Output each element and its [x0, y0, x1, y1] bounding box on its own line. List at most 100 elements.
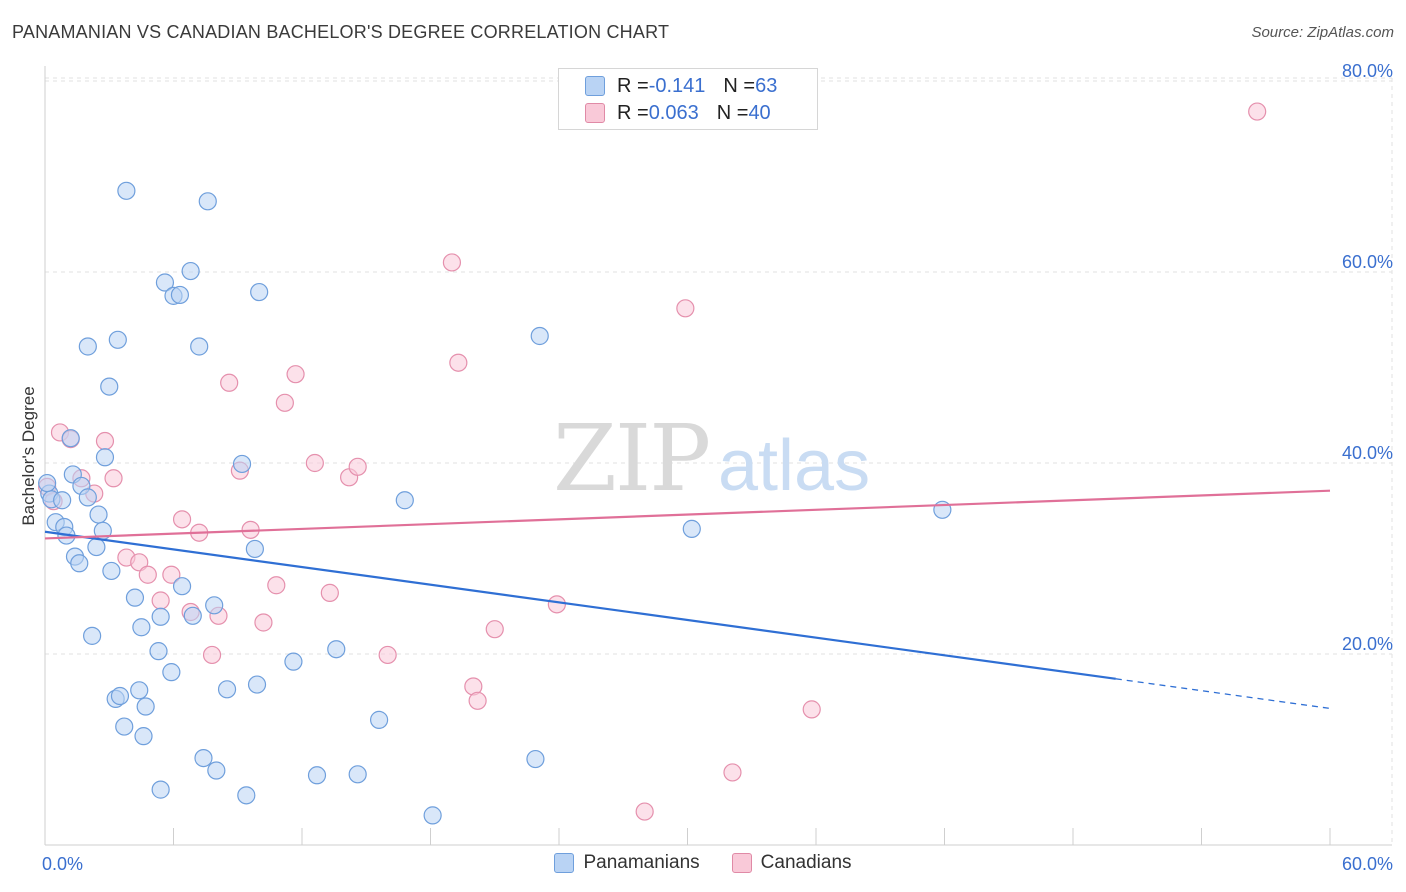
watermark-zip: ZIP [553, 405, 709, 512]
panamanians-point [183, 606, 202, 625]
legend-label: Panamanians [583, 852, 700, 873]
panamanians-point [149, 642, 168, 661]
panamanians-point [78, 488, 97, 507]
legend-item-canadians[interactable]: Canadians [731, 852, 852, 874]
panamanians-swatch [585, 76, 605, 96]
canadians-point [676, 299, 695, 318]
canadians-point [162, 565, 181, 584]
panamanians-point [198, 192, 217, 211]
panamanians-point [61, 429, 80, 448]
canadians-point [305, 453, 324, 473]
canadians-point [275, 393, 294, 412]
panamanians-point [78, 337, 97, 356]
canadians-point [378, 645, 397, 665]
panamanians-point [250, 282, 269, 302]
canadians-point [468, 691, 487, 710]
canadians-point [104, 469, 123, 488]
canadians-point [138, 565, 157, 584]
canadians-point [1248, 102, 1267, 121]
panamanians-point [194, 748, 213, 768]
panamanians-swatch [554, 853, 575, 873]
canadians-point [635, 802, 654, 821]
panamanians-point [95, 448, 115, 467]
panamanians-point [423, 806, 442, 825]
y-tick-label: 40.0% [1342, 443, 1393, 463]
panamanians-point [232, 454, 252, 474]
panamanians-point [89, 505, 108, 524]
legend-row-canadians: R = 0.063 N = 40 [585, 100, 771, 126]
r-value: -0.141 [648, 74, 706, 97]
panamanians-point [181, 261, 200, 281]
y-tick-label: 20.0% [1342, 634, 1393, 654]
panamanians-point [348, 765, 367, 784]
axes [44, 66, 1392, 846]
panamanians-point [217, 680, 237, 699]
canadians-point [220, 373, 239, 392]
panamanians-point [172, 577, 192, 596]
panamanians-point [307, 766, 327, 785]
n-label: N = [716, 101, 749, 124]
r-value: 0.063 [648, 101, 699, 124]
n-value: 63 [755, 74, 778, 97]
legend-row-panamanians: R = -0.141 N = 63 [585, 73, 777, 99]
panamanians-point [205, 596, 224, 615]
legend-item-panamanians[interactable]: Panamanians [554, 852, 700, 874]
panamanians-point [151, 607, 170, 626]
panamanians-point [170, 285, 190, 305]
canadians-trend-line [44, 489, 1331, 540]
tick-labels: 20.0% 40.0% 60.0% 80.0% 0.0% 60.0% Bachelor's … [19, 61, 1393, 874]
x-tick-label: 60.0% [1342, 854, 1393, 874]
panamanians-point [102, 561, 121, 581]
panamanians-point [87, 537, 106, 557]
y-axis-title: Bachelor's Degree [19, 386, 38, 525]
panamanians-point [151, 780, 170, 799]
legend-label: Canadians [760, 852, 852, 873]
panamanians-point [110, 686, 130, 706]
panamanians-point [284, 652, 303, 671]
x-tick-label: 0.0% [42, 854, 83, 874]
panamanians-point [245, 539, 264, 559]
chart-title: PANAMANIAN VS CANADIAN BACHELOR'S DEGREE… [12, 22, 670, 42]
panamanians-point [100, 377, 119, 396]
panamanians-point [136, 697, 155, 716]
canadians-point [320, 583, 339, 602]
panamanians-point [370, 710, 389, 729]
panamanians-point [125, 588, 145, 607]
panamanians-point [190, 337, 209, 356]
panamanians-point [395, 491, 414, 510]
canadians-point [348, 457, 367, 476]
panamanians-point [130, 681, 149, 700]
panamanians-trend-line [44, 530, 1116, 680]
panamanians-point [132, 618, 151, 637]
r-label: R = [617, 74, 649, 97]
canadians-point [254, 613, 273, 632]
source-label: Source: ZipAtlas.com [1251, 24, 1394, 41]
canadians-point [151, 591, 170, 610]
trend-lines [44, 489, 1331, 710]
canadians-point [286, 365, 305, 384]
canadians-point [202, 645, 222, 665]
panamanians-point [83, 626, 102, 645]
canadians-point [130, 553, 149, 572]
panamanians-point [115, 717, 134, 736]
canadians-swatch [585, 103, 605, 123]
panamanians-point [117, 181, 136, 200]
series-legend: Panamanians Canadians [0, 852, 1406, 874]
panamanians-point [327, 640, 346, 659]
correlation-legend: R = -0.141 N = 63 R = 0.063 N = 40 [558, 68, 818, 130]
panamanians-point [155, 273, 175, 292]
panamanians-point [237, 786, 256, 805]
canadians-point [485, 620, 504, 639]
n-value: 40 [748, 101, 771, 124]
n-label: N = [723, 74, 756, 97]
panamanians-point [526, 749, 545, 769]
canadians-point [723, 763, 742, 782]
canadians-point [449, 353, 468, 372]
panamanians-point [53, 491, 72, 510]
canadians-point [95, 431, 115, 451]
panamanians-point [530, 326, 549, 346]
panamanians-point [70, 554, 89, 573]
panamanians-point [247, 675, 267, 694]
panamanians-point [682, 519, 701, 538]
